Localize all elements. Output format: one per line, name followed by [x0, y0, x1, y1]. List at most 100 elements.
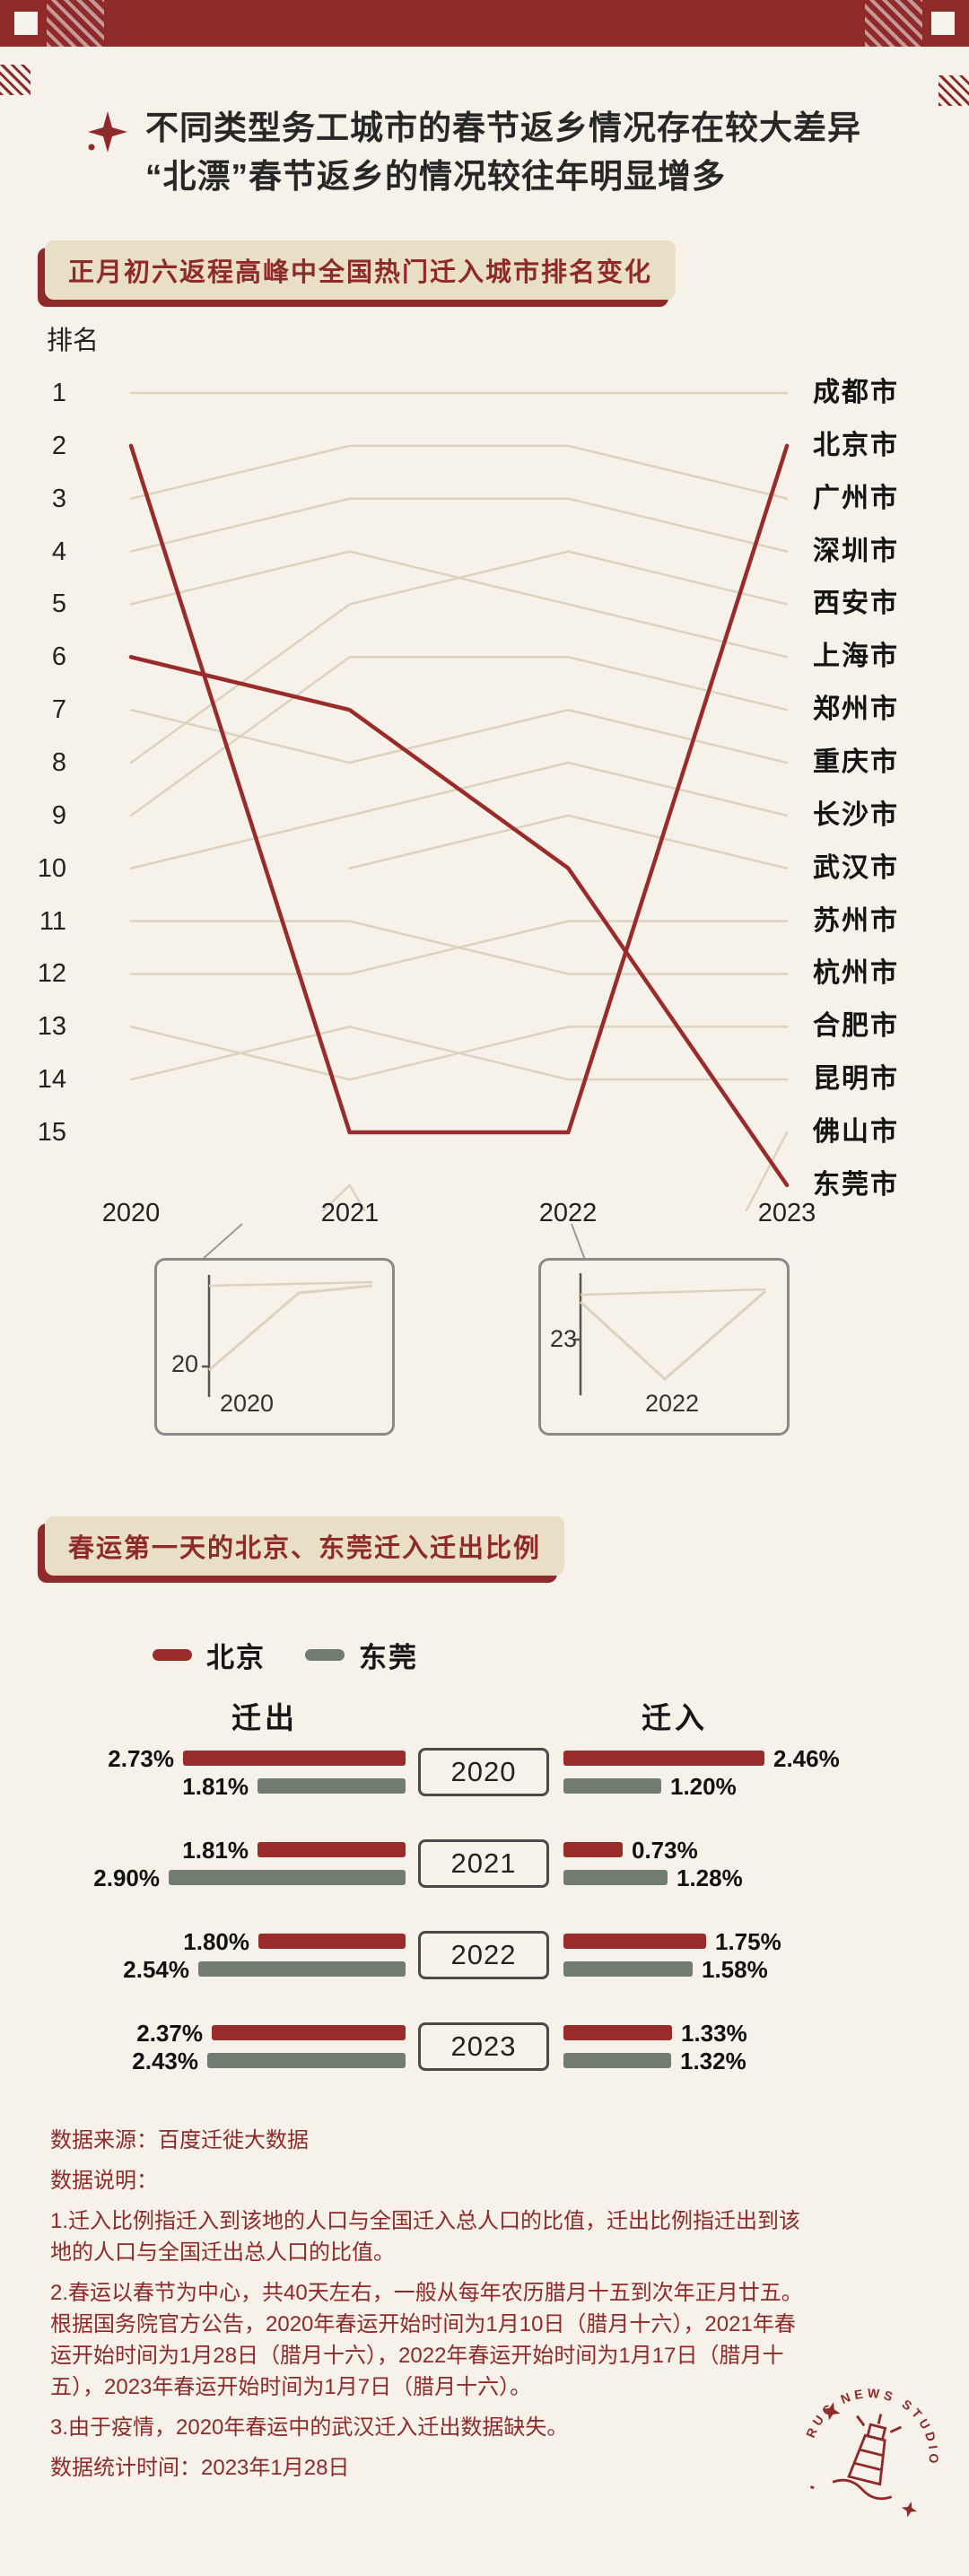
city-label-北京市: 北京市 [813, 430, 899, 460]
bar-out-beijing-2020-value: 2.73% [108, 1745, 174, 1772]
inset-2020-rank-label: 20 [171, 1350, 199, 1377]
city-label-杭州市: 杭州市 [813, 958, 899, 989]
x-tick-label: 2023 [757, 1199, 816, 1227]
bar-out-dongguan-2020-value: 1.81% [182, 1773, 249, 1800]
city-label-佛山市: 佛山市 [813, 1117, 899, 1148]
rank-line-上海市 [129, 550, 789, 659]
title-line-1: 不同类型务工城市的春节返乡情况存在较大差异 [145, 109, 861, 146]
section2-header-label: 春运第一天的北京、东莞迁入迁出比例 [45, 1516, 565, 1576]
section1-header-label: 正月初六返程高峰中全国热门迁入城市排名变化 [45, 240, 677, 300]
bar-in-beijing-2021-value: 0.73% [632, 1837, 698, 1864]
footnotes: 数据来源：百度迁徙大数据 数据说明： 1.迁入比例指迁入到该地的人口与全国迁入总人口… [50, 2125, 813, 2493]
x-tick-label: 2022 [538, 1199, 598, 1227]
bar-out-beijing-2021-value: 1.81% [182, 1837, 249, 1864]
bar-out-dongguan-2020 [258, 1778, 406, 1794]
bar-row-2022: 2022 1.80% 2.54% 1.75% 1.58% [0, 1928, 969, 1983]
city-label-合肥市: 合肥市 [813, 1011, 899, 1042]
bar-out-dongguan-2023 [207, 2053, 406, 2068]
year-box-2022: 2022 [418, 1931, 549, 1979]
bar-in-dongguan-2022-value: 1.58% [702, 1956, 768, 1983]
stamp-star-right [901, 2502, 918, 2518]
rank-line-长沙市 [129, 761, 789, 869]
bar-row-2020: 2020 2.73% 1.81% 2.46% 1.20% [0, 1745, 969, 1800]
title-line-2: “北漂”春节返乡的情况较往年明显增多 [145, 157, 726, 195]
top-banner [0, 0, 969, 47]
rank-line-武汉市 [348, 814, 789, 869]
inset-zoom-2020: 20 2020 [154, 1258, 395, 1436]
bar-in-beijing-2020-value: 2.46% [773, 1745, 840, 1772]
city-label-武汉市: 武汉市 [813, 852, 899, 883]
note-line-4: 2.春运以春节为中心，共40天左右，一般从每年农历腊月十五到次年正月廿五。根据国… [50, 2281, 803, 2400]
legend-swatch-beijing [153, 1649, 192, 1661]
y-tick-label: 7 [51, 695, 66, 725]
bar-in-dongguan-2022 [563, 1961, 693, 1977]
rank-line-深圳市 [129, 497, 789, 553]
studio-stamp: RUC NEWS STUDIO [802, 2372, 955, 2518]
sparkle-icon [88, 111, 127, 153]
y-tick-label: 3 [51, 484, 66, 513]
bump-chart [128, 391, 790, 1211]
y-tick-label: 13 [37, 1012, 66, 1042]
bar-out-dongguan-2021-value: 2.90% [93, 1864, 160, 1891]
lighthouse-icon [810, 2414, 903, 2501]
note-line-2: 数据说明： [50, 2169, 158, 2194]
x-tick-label: 2021 [320, 1199, 380, 1227]
inset-connectors [201, 1223, 586, 1261]
title-lines: 不同类型务工城市的春节返乡情况存在较大差异 “北漂”春节返乡的情况较往年明显增多 [145, 104, 861, 200]
y-tick-label: 5 [51, 589, 66, 619]
city-label-重庆市: 重庆市 [813, 747, 899, 778]
city-label-昆明市: 昆明市 [813, 1064, 899, 1095]
year-box-2020: 2020 [418, 1748, 549, 1796]
city-label-成都市: 成都市 [813, 378, 899, 407]
legend-swatch-dongguan [305, 1649, 345, 1661]
section1-header: 正月初六返程高峰中全国热门迁入城市排名变化 [37, 240, 677, 307]
bar-out-dongguan-2021 [169, 1870, 406, 1885]
rank-line-昆明市 [129, 1026, 789, 1081]
note-line-5: 3.由于疫情，2020年春运中的武汉迁入迁出数据缺失。 [50, 2415, 569, 2441]
banner-hatch-left [47, 0, 104, 47]
page-title: 不同类型务工城市的春节返乡情况存在较大差异 “北漂”春节返乡的情况较往年明显增多 [86, 104, 861, 200]
column-header-in: 迁入 [642, 1701, 708, 1734]
banner-square-right [931, 12, 955, 35]
city-label-上海市: 上海市 [813, 642, 899, 672]
y-tick-label: 2 [51, 431, 66, 460]
bar-legend: 北京 东莞 [153, 1635, 443, 1675]
bar-in-dongguan-2020 [563, 1778, 661, 1794]
bar-out-dongguan-2023-value: 2.43% [132, 2048, 198, 2074]
bar-in-beijing-2020 [563, 1751, 764, 1766]
y-tick-label: 6 [51, 642, 66, 672]
inset-2022-year-label: 2022 [645, 1390, 700, 1417]
bar-out-beijing-2022 [258, 1934, 406, 1949]
rank-line-杭州市 [129, 920, 789, 975]
bar-in-dongguan-2021 [563, 1870, 668, 1885]
city-label-郑州市: 郑州市 [813, 694, 899, 725]
city-label-苏州市: 苏州市 [813, 905, 899, 936]
banner-hatch-right [865, 0, 922, 47]
legend-label-beijing: 北京 [206, 1642, 266, 1673]
y-tick-label: 14 [37, 1065, 66, 1095]
bar-out-dongguan-2022 [198, 1961, 406, 1977]
y-tick-label: 12 [37, 959, 66, 989]
bar-row-2021: 2021 1.81% 2.90% 0.73% 1.28% [0, 1837, 969, 1891]
bar-row-2023: 2023 2.37% 2.43% 1.33% 1.32% [0, 2021, 969, 2074]
rank-line-北京市 [128, 443, 790, 1135]
bar-out-beijing-2023 [212, 2025, 406, 2040]
city-label-长沙市: 长沙市 [813, 799, 899, 830]
y-tick-label: 9 [51, 800, 66, 830]
bar-in-beijing-2022 [563, 1934, 706, 1949]
inset-zoom-2022-plot [573, 1273, 766, 1395]
bar-in-dongguan-2021-value: 1.28% [677, 1864, 743, 1891]
inset-2022-rank-label: 23 [550, 1325, 578, 1352]
y-tick-label: 4 [51, 537, 66, 566]
inset-zoom-2022: 23 2022 [538, 1258, 790, 1436]
bar-out-dongguan-2022-value: 2.54% [123, 1956, 189, 1983]
rank-axis-title: 排名 [47, 327, 100, 355]
rank-line-重庆市 [129, 708, 789, 764]
rank-line-东莞市 [128, 655, 790, 1188]
year-box-2023: 2023 [418, 2022, 549, 2071]
bar-in-beijing-2022-value: 1.75% [715, 1928, 781, 1955]
bar-out-beijing-2020 [183, 1751, 406, 1766]
y-tick-label: 15 [37, 1118, 66, 1148]
y-tick-label: 1 [51, 379, 66, 407]
